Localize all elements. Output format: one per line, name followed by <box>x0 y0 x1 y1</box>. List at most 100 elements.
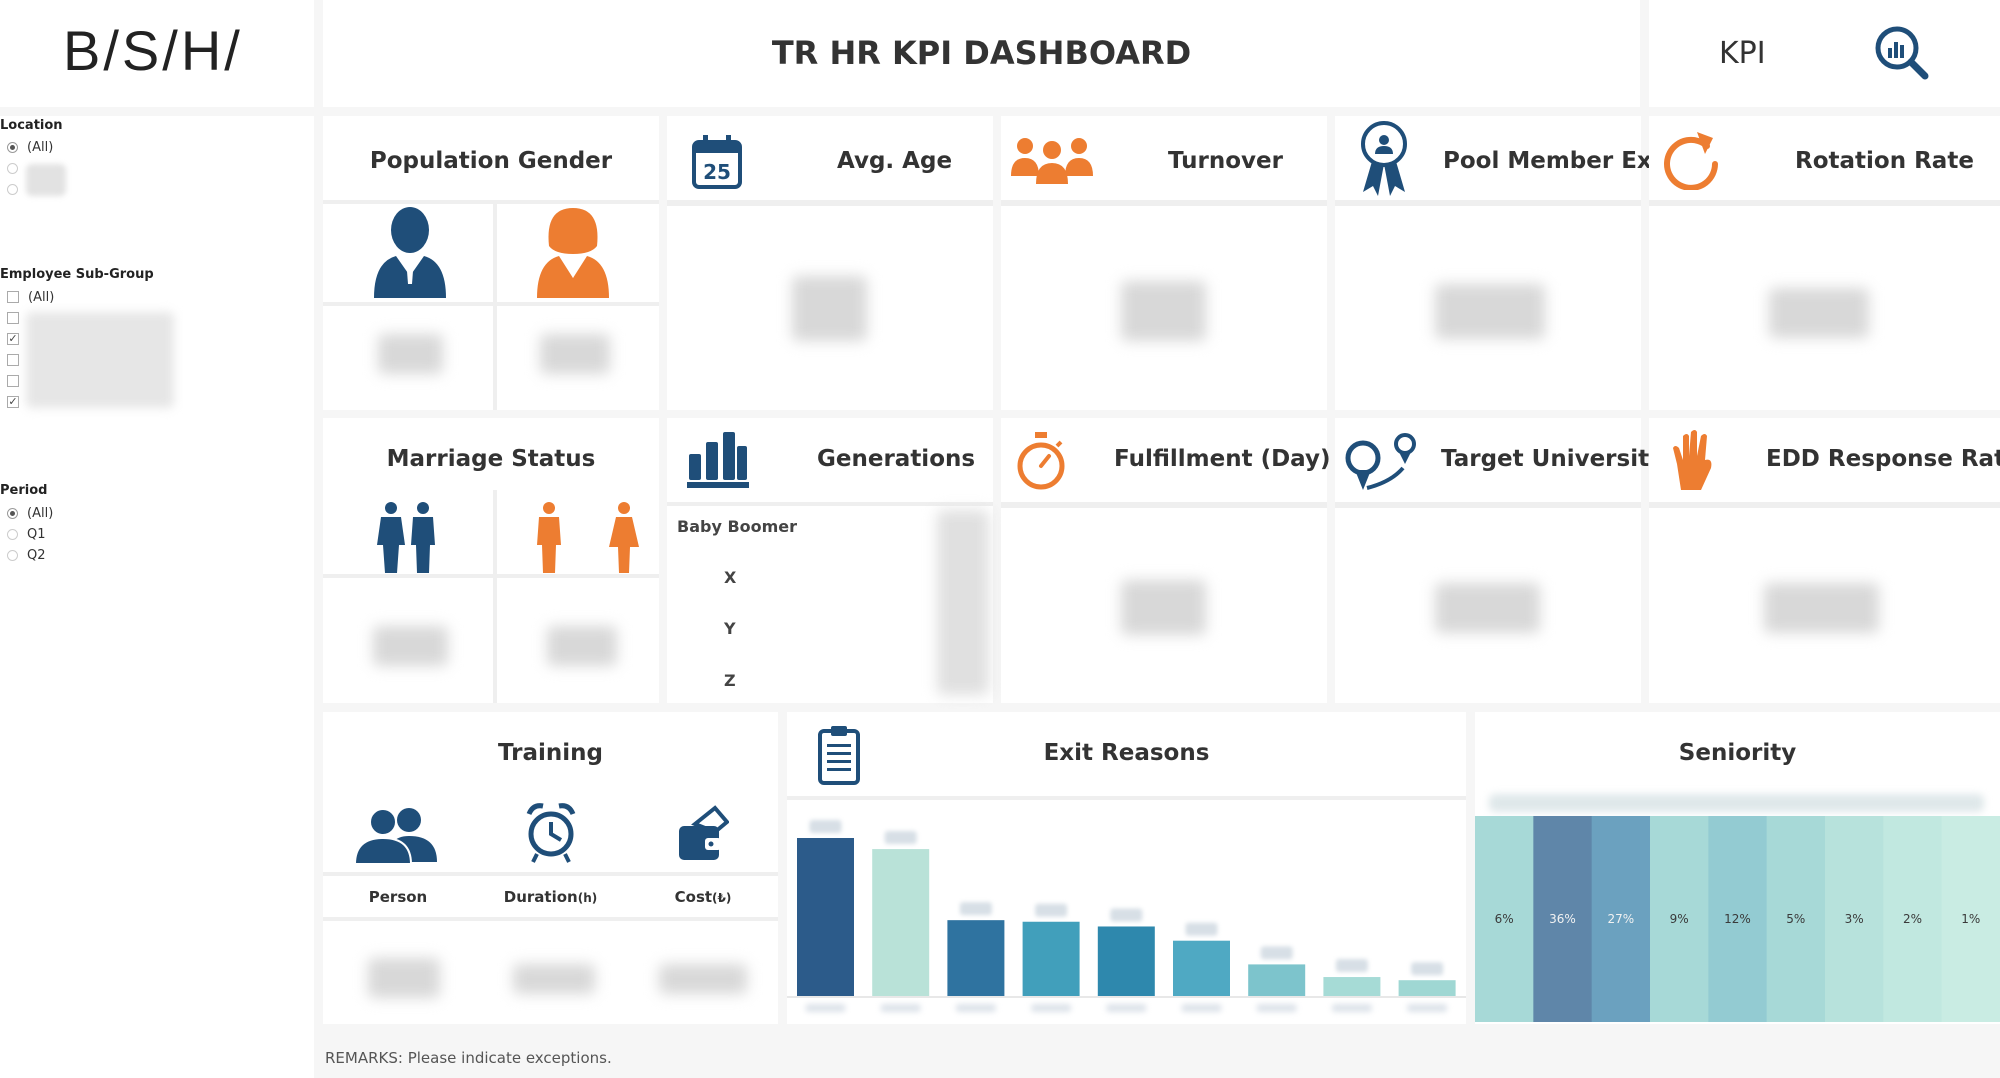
pool-member-exit-card: Pool Member Exit <box>1335 116 1671 410</box>
divider <box>667 200 993 206</box>
page-title: TR HR KPI DASHBOARD <box>771 34 1192 72</box>
female-user-icon <box>537 208 609 298</box>
stopwatch-icon <box>1017 432 1065 490</box>
generation-values-hidden <box>937 510 989 695</box>
card-title: Training <box>497 740 603 766</box>
training-card: Training Person Duration(h) Cost(₺) <box>323 712 778 1024</box>
seniority-categories-hidden <box>1489 794 1984 812</box>
divider <box>323 917 778 921</box>
wallet-icon <box>679 805 729 860</box>
exit-reason-category-hidden <box>955 1004 996 1012</box>
radio-icon <box>7 183 18 195</box>
checkbox-icon <box>7 354 19 366</box>
subgroup-option-all[interactable]: (All) <box>7 288 54 306</box>
exit-reason-value-label-hidden <box>809 820 842 833</box>
exit-reason-bar[interactable] <box>1097 926 1155 996</box>
seniority-cell[interactable] <box>1766 816 1826 1022</box>
training-duration-label: Duration(h) <box>503 888 598 906</box>
male-count-hidden <box>378 334 443 374</box>
generation-label: X <box>724 568 737 587</box>
card-title: EDD Response Rate <box>1766 446 2000 472</box>
card-title: Generations <box>817 446 976 472</box>
seniority-cell[interactable] <box>1533 816 1593 1022</box>
single-woman-icon <box>609 502 639 573</box>
exit-reason-category-hidden <box>1331 1004 1372 1012</box>
divider <box>323 302 659 306</box>
exit-reason-bar[interactable] <box>1248 964 1306 996</box>
subgroup-option-2[interactable] <box>7 309 28 327</box>
card-title: Pool Member Exit <box>1443 148 1671 174</box>
card-title: Turnover <box>1168 148 1283 174</box>
divider <box>1001 200 1327 206</box>
location-option-2[interactable] <box>7 159 27 177</box>
exit-reason-value-label-hidden <box>1185 922 1218 936</box>
exit-reasons-card: Exit Reasons <box>787 712 1466 1024</box>
generations-card: Generations Baby Boomer X Y Z <box>667 418 993 703</box>
remarks-text: REMARKS: Please indicate exceptions. <box>325 1049 612 1067</box>
logo-panel: B/S/H/ <box>0 0 314 107</box>
card-title: Seniority <box>1678 740 1797 766</box>
divider <box>493 490 497 703</box>
seniority-percent-label: 1% <box>1961 912 1980 926</box>
exit-reason-category-hidden <box>880 1004 921 1012</box>
seniority-cell[interactable] <box>1941 816 2000 1022</box>
location-filter-label: Location <box>0 118 63 133</box>
exit-reason-category-hidden <box>1407 1004 1448 1012</box>
checkbox-icon <box>7 312 19 324</box>
divider <box>1649 200 2000 206</box>
divider <box>323 200 659 204</box>
exit-reason-category-hidden <box>1181 1004 1222 1012</box>
subgroup-option-6[interactable]: ✓ <box>7 393 28 411</box>
card-title: Fulfillment (Day) <box>1114 446 1331 472</box>
radio-icon <box>7 162 18 174</box>
exit-reason-bar[interactable] <box>872 849 930 996</box>
seniority-cell[interactable] <box>1825 816 1884 1022</box>
subgroup-option-4[interactable] <box>7 351 28 369</box>
period-option-q1[interactable]: Q1 <box>7 525 46 543</box>
divider <box>493 204 497 410</box>
checkbox-checked-icon: ✓ <box>7 332 19 345</box>
married-count-hidden <box>373 626 448 666</box>
exit-reason-category-hidden <box>1031 1004 1072 1012</box>
single-count-hidden <box>547 626 617 666</box>
female-count-hidden <box>540 334 610 374</box>
generation-label: Z <box>724 671 736 690</box>
seniority-cell[interactable] <box>1650 816 1709 1022</box>
exit-reason-value-label-hidden <box>1110 908 1143 922</box>
seniority-percent-label: 5% <box>1786 912 1805 926</box>
exit-reason-bar[interactable] <box>947 920 1005 996</box>
period-option-q2[interactable]: Q2 <box>7 546 46 564</box>
exit-reason-bar[interactable] <box>1323 977 1381 996</box>
divider <box>1335 502 1641 508</box>
exit-reasons-chart <box>787 820 1466 1012</box>
location-option-3[interactable] <box>7 180 27 198</box>
exit-reason-bar[interactable] <box>797 838 854 996</box>
exit-reason-bar[interactable] <box>1398 980 1456 996</box>
training-cost-label: Cost(₺) <box>674 888 732 906</box>
checkbox-icon <box>7 291 19 303</box>
header-kpi-panel: KPI <box>1649 0 2000 107</box>
location-option-all[interactable]: (All) <box>7 138 53 156</box>
target-university-value-hidden <box>1435 583 1540 633</box>
seniority-card: Seniority 6% 36% 27% 9% 12% 5% 3% 2% 1% <box>1475 712 2000 1024</box>
divider <box>667 502 993 506</box>
training-person-value-hidden <box>368 958 440 998</box>
subgroup-option-3[interactable]: ✓ <box>7 330 28 348</box>
generation-label: Y <box>724 619 736 638</box>
seniority-cell[interactable] <box>1475 816 1534 1022</box>
seniority-cell[interactable] <box>1883 816 1943 1022</box>
divider <box>1649 502 2000 508</box>
seniority-percent-label: 6% <box>1495 912 1514 926</box>
seniority-cell[interactable] <box>1591 816 1651 1022</box>
divider <box>323 872 778 876</box>
subgroup-option-5[interactable] <box>7 372 28 390</box>
radio-icon <box>7 141 18 153</box>
exit-reason-bar[interactable] <box>1173 940 1230 996</box>
exit-reason-bar[interactable] <box>1022 921 1080 996</box>
seniority-cell[interactable] <box>1708 816 1768 1022</box>
card-title: Population Gender <box>369 148 613 174</box>
seniority-heatmap: 6% 36% 27% 9% 12% 5% 3% 2% 1% <box>1475 816 2000 1022</box>
turnover-value-hidden <box>1121 281 1206 341</box>
marriage-status-card: Marriage Status <box>323 418 659 703</box>
period-option-all[interactable]: (All) <box>7 504 53 522</box>
